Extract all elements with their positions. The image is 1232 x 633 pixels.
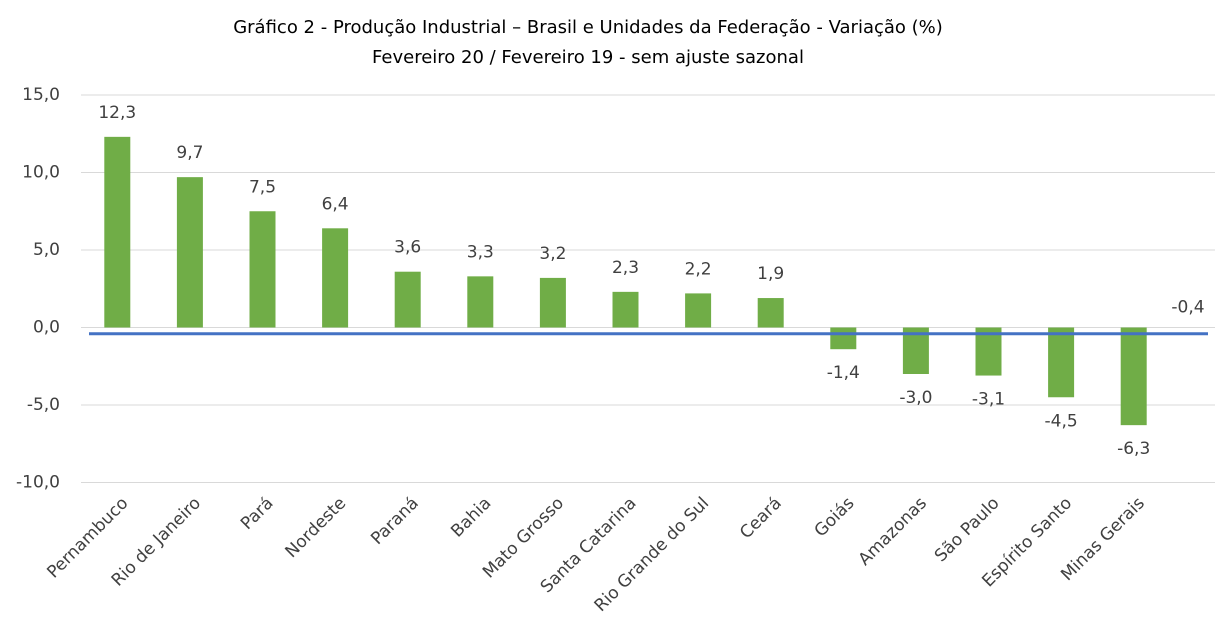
x-tick-label: Pará bbox=[237, 493, 278, 534]
value-label: 7,5 bbox=[249, 177, 276, 197]
value-label: 2,2 bbox=[685, 259, 712, 279]
y-tick-label: -10,0 bbox=[16, 473, 60, 493]
bar bbox=[176, 177, 203, 328]
value-label: -3,1 bbox=[972, 390, 1005, 410]
reference-label: -0,4 bbox=[1171, 298, 1204, 318]
x-tick-label: Paraná bbox=[367, 493, 423, 549]
value-label: 6,4 bbox=[322, 194, 349, 214]
value-label: -3,0 bbox=[899, 388, 932, 408]
bar bbox=[975, 327, 1002, 376]
y-tick-label: 5,0 bbox=[33, 240, 60, 260]
y-tick-label: 0,0 bbox=[33, 318, 60, 338]
bar bbox=[322, 228, 349, 328]
bar bbox=[1120, 327, 1147, 426]
bar bbox=[902, 327, 929, 374]
x-tick-label: Nordeste bbox=[282, 493, 351, 562]
chart-title: Gráfico 2 - Produção Industrial – Brasil… bbox=[233, 17, 943, 38]
value-label: 3,3 bbox=[467, 242, 494, 262]
value-label: -6,3 bbox=[1117, 439, 1150, 459]
value-label: -1,4 bbox=[827, 363, 860, 383]
bar bbox=[249, 211, 276, 328]
value-label: 1,9 bbox=[757, 264, 784, 284]
y-tick-label: 10,0 bbox=[22, 163, 60, 183]
value-label: 3,2 bbox=[539, 244, 566, 264]
value-label: -4,5 bbox=[1045, 411, 1078, 431]
value-label: 9,7 bbox=[176, 143, 203, 163]
x-tick-label: Amazonas bbox=[855, 493, 931, 569]
bar bbox=[612, 291, 639, 328]
bar bbox=[104, 136, 131, 328]
x-tick-label: Bahia bbox=[447, 493, 495, 541]
bar bbox=[757, 298, 784, 328]
x-tick-label: Goiás bbox=[811, 493, 859, 541]
bar bbox=[539, 277, 566, 328]
bar bbox=[467, 276, 494, 328]
value-label: 12,3 bbox=[98, 103, 136, 123]
x-tick-label: Ceará bbox=[736, 493, 786, 543]
y-tick-label: 15,0 bbox=[22, 85, 60, 105]
bar bbox=[394, 271, 421, 328]
value-label: 2,3 bbox=[612, 258, 639, 278]
y-tick-label: -5,0 bbox=[27, 395, 60, 415]
x-tick-label: São Paulo bbox=[931, 493, 1004, 566]
chart-subtitle: Fevereiro 20 / Fevereiro 19 - sem ajuste… bbox=[372, 47, 804, 68]
bar bbox=[1048, 327, 1075, 398]
bar bbox=[685, 293, 712, 328]
value-label: 3,6 bbox=[394, 238, 421, 258]
bar bbox=[830, 327, 857, 350]
